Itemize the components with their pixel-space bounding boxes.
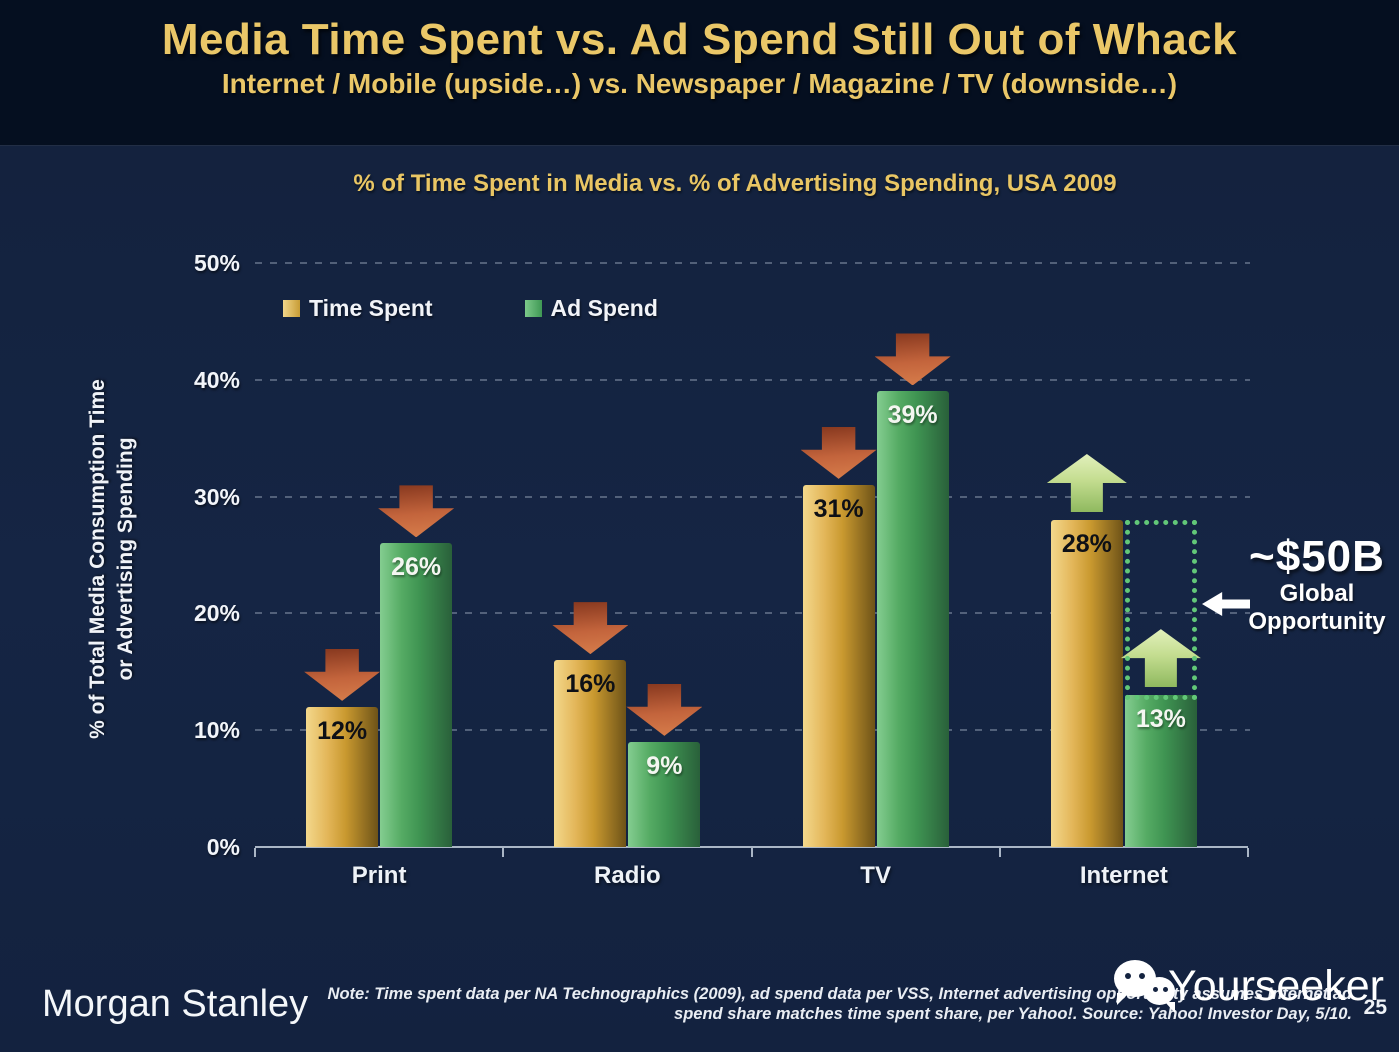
bar-value-label: 28%: [1061, 529, 1112, 558]
bar-ad-spend-print: [380, 543, 453, 847]
wechat-big-bubble-tail-icon: [1117, 993, 1129, 1005]
chart-title: % of Time Spent in Media vs. % of Advert…: [353, 170, 1117, 197]
slide-subtitle: Internet / Mobile (upside…) vs. Newspape…: [221, 68, 1178, 99]
bar-value-label: 39%: [887, 401, 938, 430]
bar-value-label: 12%: [317, 716, 368, 745]
y-tick-label: 20%: [193, 600, 240, 627]
gridline-30pct: [255, 495, 1250, 498]
y-tick-label: 50%: [193, 250, 240, 276]
time-spent-swatch-icon: [283, 300, 300, 317]
ad-spend-swatch-icon: [524, 300, 542, 317]
gridline-10pct: [255, 729, 1250, 732]
gridline-20pct: [255, 612, 1250, 615]
legend: Time Spent Ad Spend: [283, 295, 658, 322]
x-axis-tick: [750, 848, 753, 857]
slide-title: Media Time Spent vs. Ad Spend Still Out …: [161, 15, 1238, 64]
trend-down-arrow: [552, 602, 629, 655]
bar-time-spent-print: [306, 706, 379, 847]
bar-time-spent-radio: [554, 660, 627, 847]
opportunity-label-line2: Opportunity: [1248, 608, 1386, 635]
opportunity-dotted-rect: [1124, 519, 1197, 701]
x-category-label-tv: TV: [860, 862, 891, 889]
legend-item-ad-spend: Ad Spend: [524, 295, 658, 322]
y-tick-label: 0%: [206, 834, 240, 860]
morgan-stanley-logo: Morgan Stanley: [42, 983, 309, 1025]
trend-down-arrow: [800, 426, 877, 479]
header-band: Media Time Spent vs. Ad Spend Still Out …: [0, 0, 1399, 146]
y-tick-label: 30%: [193, 483, 240, 510]
bar-value-label: 31%: [813, 494, 864, 523]
x-axis-line: [255, 846, 1248, 848]
bar-value-label: 9%: [646, 751, 683, 780]
source-note-line1: Note: Time spent data per NA Technograph…: [327, 985, 1352, 1003]
wechat-small-bubble-tail-icon: [1165, 1002, 1175, 1013]
opportunity-value: ~$50B: [1249, 532, 1385, 581]
y-tick-label: 40%: [193, 366, 240, 393]
gridline-40pct: [255, 378, 1250, 381]
bar-value-label: 13%: [1135, 705, 1186, 734]
opportunity-label-line1: Global: [1279, 580, 1355, 607]
x-category-label-print: Print: [351, 862, 407, 889]
bar-ad-spend-radio: [628, 741, 701, 847]
source-note-line2: spend share matches time spent share, pe…: [674, 1005, 1352, 1023]
x-axis-tick: [1247, 848, 1249, 857]
bar-ad-spend-internet: [1124, 695, 1197, 847]
bar-ad-spend-tv: [876, 391, 949, 847]
watermark-text: Yourseeker: [1168, 962, 1384, 1010]
legend-label: Time Spent: [309, 295, 433, 321]
trend-up-arrow: [1046, 453, 1127, 512]
bar-value-label: 16%: [565, 670, 616, 699]
legend-item-time-spent: Time Spent: [283, 295, 433, 322]
bar-time-spent-internet: [1050, 519, 1123, 847]
wechat-small-bubble-icon: [1144, 977, 1175, 1005]
page-number: 25: [1363, 996, 1387, 1019]
x-category-label-radio: Radio: [594, 862, 661, 889]
y-tick-label: 10%: [193, 717, 240, 744]
x-axis-tick: [998, 848, 1001, 857]
bar-value-label: 26%: [391, 553, 442, 582]
trend-down-arrow: [378, 485, 455, 538]
gridline-50pct: [255, 262, 1250, 264]
bar-time-spent-tv: [802, 484, 875, 847]
trend-down-arrow: [874, 333, 951, 386]
x-axis-tick: [502, 848, 505, 857]
x-category-label-internet: Internet: [1079, 862, 1168, 889]
opportunity-annotation: ~$50B Global Opportunity: [1238, 534, 1396, 636]
wechat-icon: [1108, 960, 1180, 1020]
trend-down-arrow: [626, 683, 703, 736]
legend-label: Ad Spend: [550, 295, 658, 321]
x-axis-tick: [254, 848, 256, 857]
trend-down-arrow: [304, 648, 381, 701]
source-note: Note: Time spent data per NA Technograph…: [307, 984, 1352, 1024]
